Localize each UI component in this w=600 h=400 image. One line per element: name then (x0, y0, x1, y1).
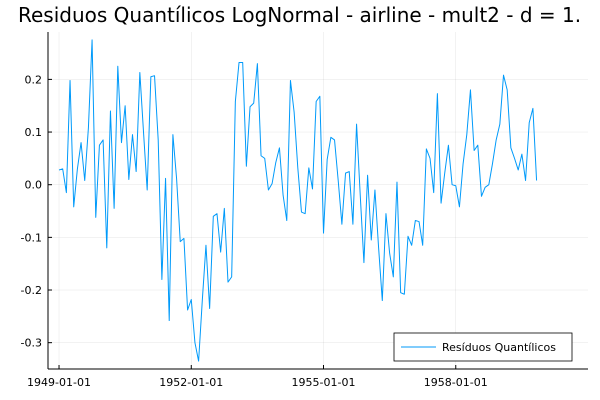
chart-title: Residuos Quantílicos LogNormal - airline… (18, 3, 581, 27)
ticks-layer: 1949-01-01 1952-01-01 1955-01-01 1958-01-01… (21, 73, 488, 389)
y-tick-label: -0.1 (21, 231, 42, 244)
y-tick-label: 0.2 (25, 73, 43, 86)
y-tick-label: 0.1 (25, 126, 43, 139)
x-tick-label: 1952-01-01 (159, 376, 223, 389)
x-tick-label: 1955-01-01 (292, 376, 356, 389)
legend-label: Resíduos Quantílicos (442, 341, 556, 354)
y-tick-label: 0.0 (25, 179, 43, 192)
series-line (58, 39, 538, 362)
axes-layer (47, 32, 588, 370)
y-tick-label: -0.2 (21, 284, 42, 297)
x-tick-label: 1949-01-01 (27, 376, 91, 389)
y-tick-label: -0.3 (21, 337, 42, 350)
x-tick-label: 1958-01-01 (424, 376, 488, 389)
grid-layer (48, 32, 588, 369)
legend: Resíduos Quantílicos (393, 332, 573, 362)
series-layer (58, 39, 538, 362)
